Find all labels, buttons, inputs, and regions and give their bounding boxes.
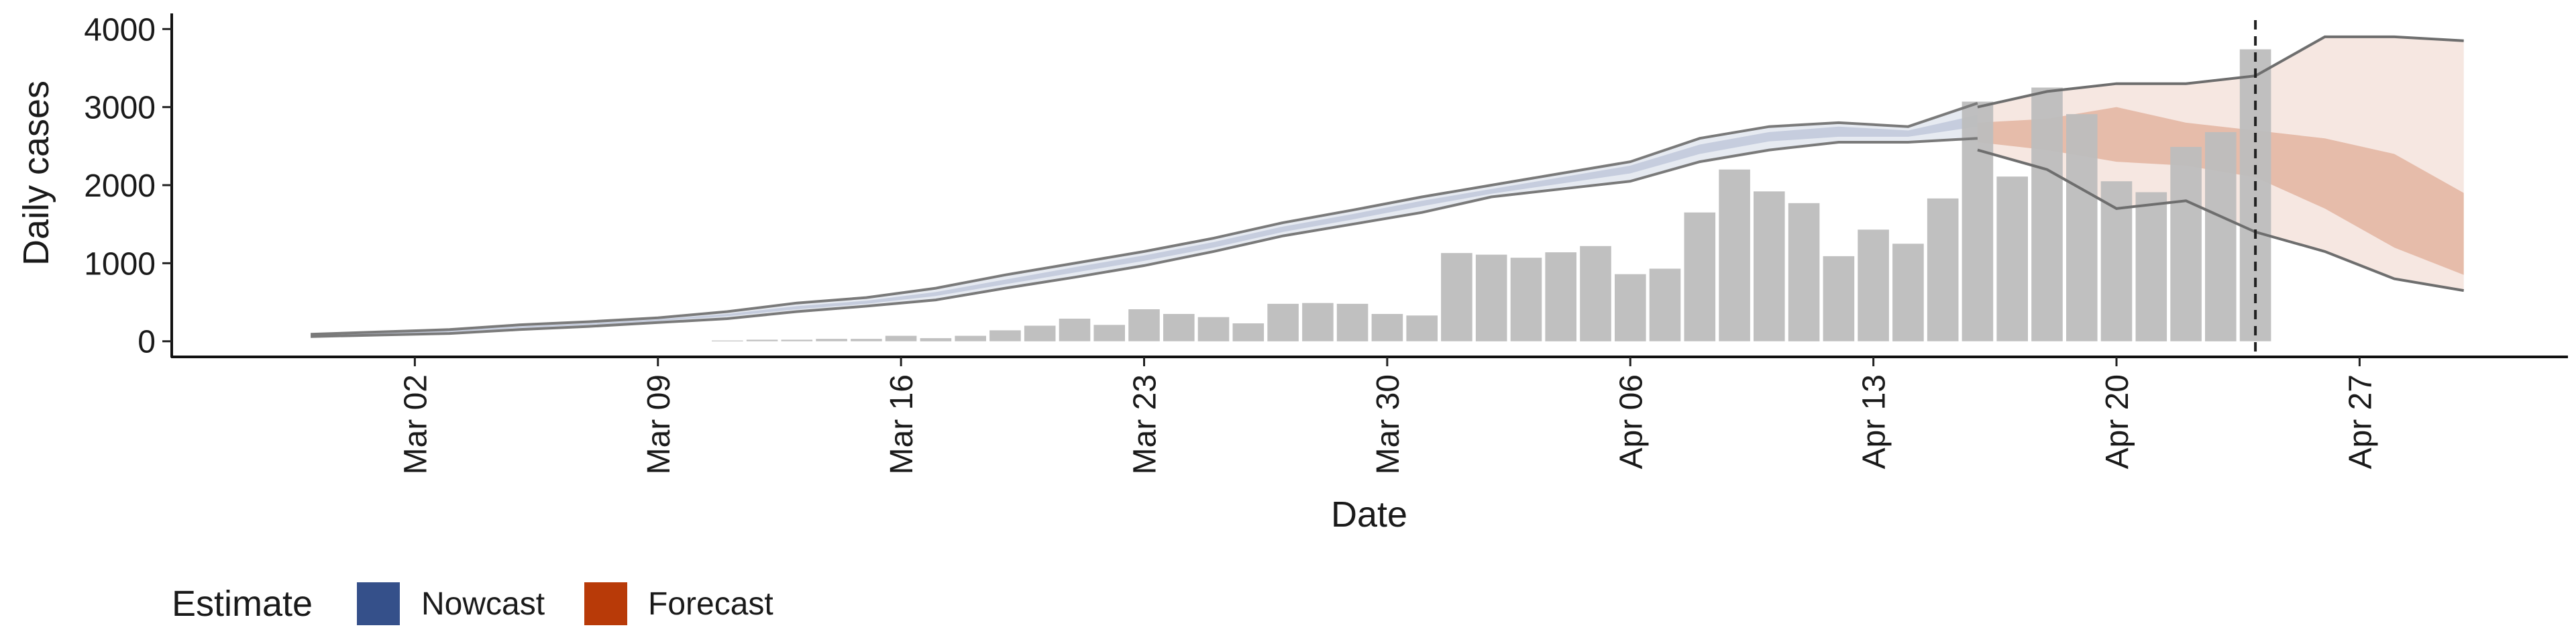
forecast-50-band — [1977, 107, 2464, 275]
reported-cases-bar — [1371, 314, 1403, 341]
reported-cases-bar — [885, 335, 917, 341]
x-tick-label: Apr 13 — [1857, 374, 1892, 469]
legend-label-forecast: Forecast — [648, 586, 773, 622]
reported-cases-bar — [1684, 212, 1716, 341]
y-tick-label: 4000 — [84, 12, 156, 48]
reported-cases-bar — [1510, 258, 1542, 341]
y-tick-label: 3000 — [84, 91, 156, 126]
x-tick-label: Mar 09 — [641, 374, 677, 474]
legend: Estimate Nowcast Forecast — [172, 582, 773, 625]
reported-cases-bar — [1302, 303, 1334, 341]
reported-cases-bar — [816, 339, 847, 341]
reported-cases-bar — [1093, 325, 1125, 341]
reported-cases-bar — [989, 330, 1021, 341]
x-tick-label: Mar 30 — [1371, 374, 1406, 474]
reported-cases-bar — [2100, 181, 2133, 341]
axes — [162, 13, 2568, 366]
reported-cases-bar — [1580, 246, 1611, 341]
reported-cases-bar — [1232, 323, 1265, 341]
legend-label-nowcast: Nowcast — [421, 586, 545, 622]
reported-cases-bar — [2205, 131, 2237, 341]
estimate-bound-lines — [311, 20, 2465, 357]
nowcast-upper-line — [311, 101, 1978, 336]
reported-cases-bar — [1892, 244, 1924, 341]
reported-cases-bar — [1197, 317, 1230, 341]
reported-cases-bar — [2135, 192, 2167, 341]
reported-cases-bar — [2239, 49, 2271, 341]
nowcast-90-band — [311, 103, 1978, 337]
nowcast-50-band — [311, 115, 1978, 336]
reported-cases-bars — [712, 49, 2271, 341]
reported-cases-bar — [1858, 229, 1889, 341]
forecast-lower-line — [1977, 148, 2465, 292]
reported-cases-bar — [1336, 303, 1368, 341]
reported-cases-bar — [1996, 176, 2028, 341]
reported-cases-bar — [2170, 147, 2202, 341]
reported-cases-bar — [2031, 87, 2063, 341]
reported-cases-bar — [1059, 319, 1091, 341]
legend-swatch-forecast — [584, 582, 627, 625]
reported-cases-bar — [920, 338, 952, 341]
legend-swatch-nowcast — [357, 582, 400, 625]
reported-cases-bar — [1545, 252, 1576, 341]
legend-title: Estimate — [172, 584, 313, 624]
nowcast-lower-line — [311, 137, 1978, 338]
y-axis-title: Daily cases — [16, 80, 56, 266]
reported-cases-bar — [2066, 114, 2098, 341]
x-tick-label: Mar 23 — [1128, 374, 1163, 474]
reported-cases-bar — [1719, 169, 1750, 341]
x-axis-title: Date — [1331, 494, 1407, 535]
reported-cases-bar — [1267, 303, 1299, 341]
reported-cases-bar — [1163, 314, 1195, 341]
x-tick-label: Apr 06 — [1613, 374, 1649, 469]
tick-labels: 0 1000 2000 3000 4000 Mar 02 Mar 09 Mar 16 Mar 2… — [84, 12, 2378, 474]
y-tick-label: 0 — [138, 325, 156, 360]
reported-cases-bar — [1962, 101, 1994, 341]
reported-cases-bar — [1615, 274, 1646, 341]
forecast-upper-line — [1977, 35, 2464, 109]
reported-cases-bar — [781, 339, 813, 341]
y-tick-label: 1000 — [84, 246, 156, 282]
reported-cases-bar — [1475, 254, 1507, 341]
y-tick-label: 2000 — [84, 168, 156, 204]
x-tick-label: Apr 27 — [2343, 374, 2378, 469]
x-tick-label: Mar 16 — [884, 374, 920, 474]
reported-cases-bar — [1406, 315, 1438, 341]
reported-cases-bar — [1024, 325, 1056, 341]
reported-cases-bar — [955, 335, 986, 341]
reported-cases-bar — [1823, 256, 1855, 341]
x-tick-label: Apr 20 — [2100, 374, 2135, 469]
reported-cases-bar — [1927, 198, 1959, 341]
reported-cases-bar — [1754, 191, 1785, 341]
reported-cases-bar — [1441, 253, 1472, 341]
reported-cases-bar — [851, 339, 882, 341]
reported-cases-bar — [1649, 268, 1681, 341]
x-tick-label: Mar 02 — [398, 374, 433, 474]
reported-cases-bar — [1788, 203, 1820, 341]
reported-cases-bar — [746, 339, 778, 341]
reported-cases-bar — [1128, 309, 1160, 341]
